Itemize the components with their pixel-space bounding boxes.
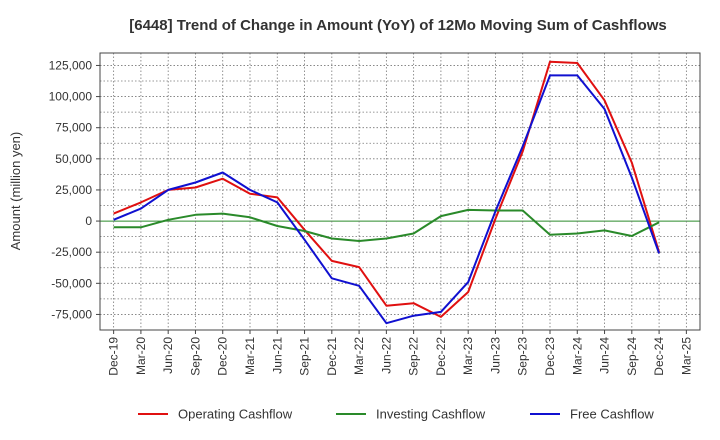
x-tick-label: Jun-24 (598, 337, 612, 374)
legend: Operating Cashflow Investing Cashflow Free… (138, 407, 654, 422)
y-tick-label: 75,000 (55, 121, 92, 135)
y-axis-ticks: 125,000 100,000 75,000 50,000 25,000 0 -25,000… (49, 58, 100, 321)
y-axis-label: Amount (million yen) (8, 132, 23, 251)
x-tick-label: Dec-19 (107, 337, 121, 376)
x-tick-label: Sep-20 (188, 337, 202, 376)
x-tick-label: Jun-23 (488, 337, 502, 374)
y-tick-label: -75,000 (51, 307, 92, 321)
x-tick-label: Sep-23 (516, 337, 530, 376)
investing-cashflow-line (113, 208, 660, 242)
x-tick-label: Dec-21 (325, 337, 339, 376)
y-tick-label: 100,000 (49, 90, 93, 104)
free-cashflow-line (113, 74, 661, 325)
x-tick-label: Mar-21 (243, 337, 257, 375)
series-lines (113, 60, 661, 325)
plot-frame (99, 52, 701, 331)
gridlines (100, 53, 700, 330)
x-tick-label: Dec-23 (543, 337, 557, 376)
y-tick-label: 25,000 (55, 183, 92, 197)
chart-title: [6448] Trend of Change in Amount (YoY) o… (129, 17, 667, 34)
x-tick-label: Dec-20 (216, 337, 230, 376)
x-tick-label: Sep-22 (407, 337, 421, 376)
x-tick-label: Dec-22 (434, 337, 448, 376)
legend-label-free-cashflow: Free Cashflow (570, 407, 654, 422)
x-tick-label: Jun-21 (270, 337, 284, 374)
y-tick-label: -25,000 (51, 245, 92, 259)
y-tick-label: 125,000 (49, 58, 93, 72)
legend-label-operating-cashflow: Operating Cashflow (178, 407, 293, 422)
x-tick-label: Jun-20 (161, 337, 175, 374)
legend-label-investing-cashflow: Investing Cashflow (376, 407, 486, 422)
y-tick-label: -50,000 (51, 276, 92, 290)
y-tick-label: 0 (85, 214, 92, 228)
x-tick-label: Sep-24 (625, 337, 639, 376)
x-tick-label: Mar-23 (461, 337, 475, 375)
x-tick-label: Mar-25 (679, 337, 693, 375)
x-tick-label: Mar-20 (134, 337, 148, 375)
operating-cashflow-line (113, 60, 661, 318)
x-tick-label: Mar-24 (570, 337, 584, 375)
x-tick-label: Jun-22 (379, 337, 393, 374)
x-tick-label: Mar-22 (352, 337, 366, 375)
x-axis-ticks: Dec-19 Mar-20 Jun-20 Sep-20 Dec-20 Mar-21 Jun-… (107, 330, 693, 376)
x-tick-label: Dec-24 (652, 337, 666, 376)
x-tick-label: Sep-21 (298, 337, 312, 376)
y-tick-label: 50,000 (55, 152, 92, 166)
